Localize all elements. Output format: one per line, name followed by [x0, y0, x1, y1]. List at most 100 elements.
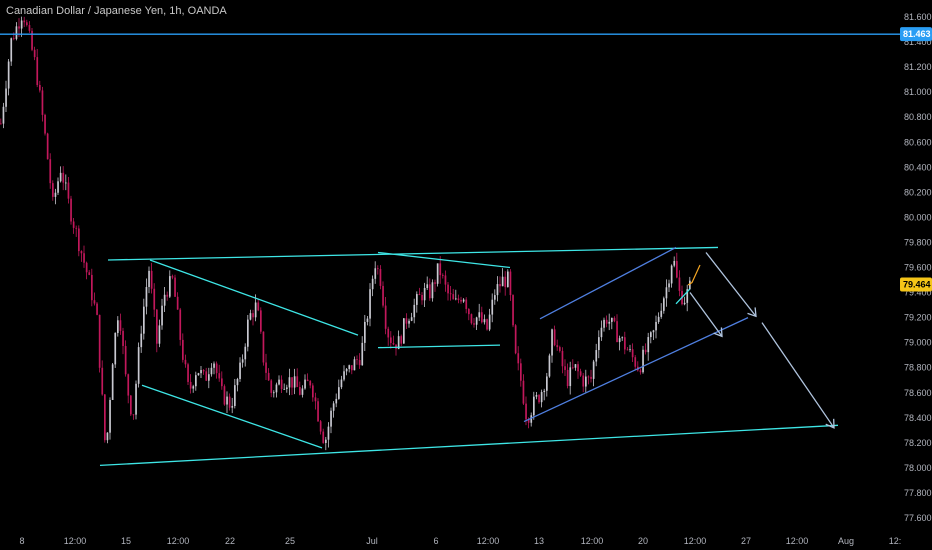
candle-body — [366, 318, 369, 322]
candle-body — [517, 353, 520, 364]
price-tick-label: 78.600 — [904, 388, 932, 398]
candle-body — [145, 287, 148, 307]
candle-body — [426, 284, 429, 289]
candle-body — [20, 20, 23, 29]
candle-body — [184, 359, 187, 365]
price-tick-label: 77.800 — [904, 488, 932, 498]
candle-body — [122, 330, 124, 346]
candle-body — [273, 392, 275, 394]
trend-line-3[interactable] — [149, 259, 359, 336]
candle-body — [418, 294, 421, 295]
candle-body — [616, 321, 618, 343]
candle-body — [551, 329, 553, 356]
candle-body — [137, 347, 140, 384]
candle-body — [642, 349, 644, 373]
time-axis[interactable]: 8 12:00 15 12:00 22 25 Jul 6 12:00 13 12:00 20 12:00… — [19, 536, 901, 546]
trendlines-layer[interactable] — [99, 246, 839, 467]
candle-body — [618, 338, 621, 343]
candle-body — [436, 263, 439, 284]
candle-body — [553, 329, 556, 346]
candle-body — [634, 357, 637, 367]
candle-body — [369, 289, 371, 319]
candle-body — [501, 276, 504, 287]
candle-body — [189, 381, 192, 389]
candle-body — [559, 347, 561, 351]
candle-body — [111, 364, 114, 400]
trend-line-6[interactable] — [377, 344, 501, 349]
trend-line-11[interactable] — [689, 292, 723, 337]
candle-body — [153, 288, 156, 310]
candle-body — [676, 261, 678, 278]
price-tick-label: 79.600 — [904, 263, 932, 273]
candle-body — [608, 321, 611, 324]
forecast-line — [687, 264, 701, 286]
candle-body — [647, 337, 650, 353]
candle-body — [387, 328, 390, 338]
candle-body — [171, 276, 174, 278]
candle-body — [358, 359, 361, 366]
candle-body — [410, 317, 413, 321]
candle-body — [28, 25, 31, 31]
candle-body — [364, 321, 366, 343]
trend-line-7[interactable] — [539, 246, 677, 320]
candle-body — [626, 349, 629, 351]
candle-body — [382, 285, 384, 306]
price-axis[interactable]: 81.600 81.400 81.200 81.000 80.800 80.600 80.4… — [904, 12, 932, 523]
trend-line-1[interactable] — [107, 246, 719, 261]
time-tick-label: 12: — [889, 536, 902, 546]
time-tick-label: 6 — [433, 536, 438, 546]
candle-body — [431, 282, 434, 299]
trend-line-4[interactable] — [141, 384, 323, 449]
candle-body — [574, 364, 577, 368]
candle-body — [130, 395, 132, 415]
candle-body — [10, 38, 13, 62]
candle-body — [332, 403, 335, 411]
candle-body — [572, 367, 574, 369]
candle-body — [296, 376, 299, 388]
candle-body — [371, 278, 374, 290]
candle-body — [244, 346, 247, 360]
candle-body — [158, 325, 161, 344]
candle-body — [457, 298, 460, 300]
current-price-tag-text: 79.464 — [903, 280, 931, 290]
candle-body — [525, 403, 527, 420]
candle-body — [98, 314, 101, 368]
candle-body — [67, 182, 70, 199]
candle-body — [496, 284, 499, 296]
candle-body — [325, 439, 327, 443]
candle-body — [577, 364, 579, 372]
price-tick-label: 79.400 — [904, 288, 932, 298]
candle-body — [275, 384, 278, 393]
trend-line-2[interactable] — [99, 424, 839, 467]
candle-body — [80, 251, 83, 254]
price-tick-label: 79.800 — [904, 237, 932, 247]
candle-body — [423, 288, 426, 301]
candle-body — [228, 396, 231, 408]
candle-body — [52, 183, 54, 197]
candle-body — [200, 370, 202, 374]
candle-body — [665, 287, 668, 299]
candle-body — [41, 90, 44, 115]
time-tick-label: 25 — [285, 536, 295, 546]
candle-body — [527, 419, 530, 423]
candle-body — [564, 366, 566, 370]
price-tick-label: 80.600 — [904, 137, 932, 147]
candle-body — [670, 265, 673, 284]
candle-body — [530, 415, 533, 423]
candle-body — [18, 26, 20, 29]
candle-body — [169, 276, 171, 297]
candle-body — [377, 268, 379, 270]
candle-body — [309, 381, 312, 386]
trend-line-9[interactable] — [675, 288, 691, 305]
trend-line-10[interactable] — [705, 252, 757, 317]
candle-body — [163, 294, 166, 306]
trend-line-8[interactable] — [523, 317, 749, 423]
candle-body — [335, 398, 338, 404]
level-price-tag-text: 81.463 — [903, 29, 931, 39]
candle-body — [522, 380, 525, 404]
trend-line-5[interactable] — [377, 251, 511, 269]
trend-line-12[interactable] — [761, 322, 835, 429]
candle-body — [540, 392, 543, 403]
candle-body — [478, 312, 481, 318]
